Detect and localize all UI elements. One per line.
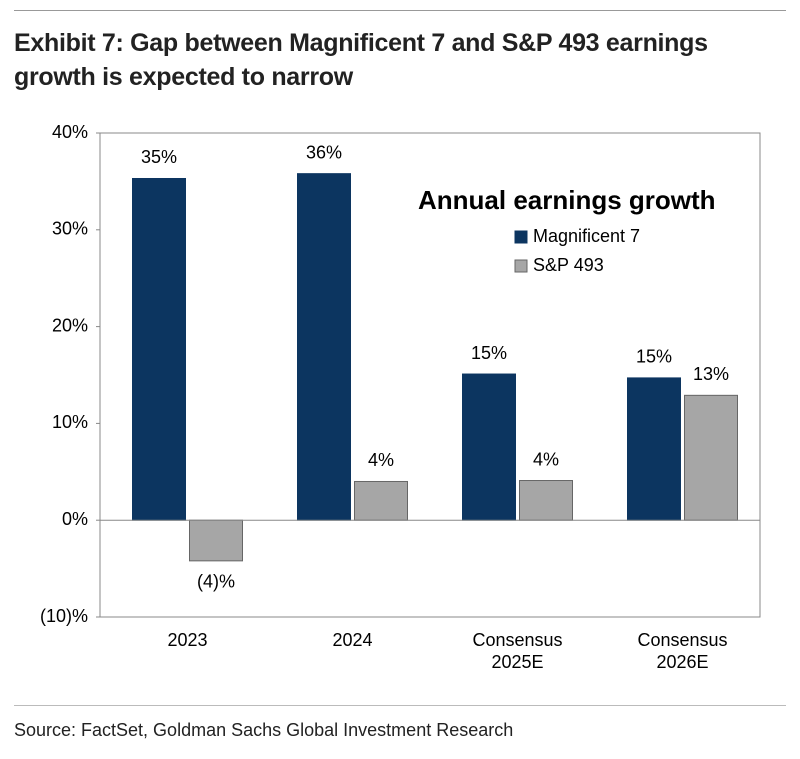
bar <box>684 394 738 521</box>
y-tick-label: (10)% <box>40 606 88 626</box>
bar <box>519 480 573 521</box>
value-label: (4)% <box>197 572 235 592</box>
value-label: 15% <box>471 343 507 363</box>
bar <box>462 373 516 521</box>
top-rule <box>14 10 786 11</box>
x-tick-text: Consensus 2025E <box>472 630 563 672</box>
x-tick-text: 2023 <box>167 630 208 650</box>
value-label: 36% <box>306 142 342 162</box>
bar <box>132 177 186 521</box>
bar <box>354 480 408 521</box>
y-tick-label: 30% <box>52 219 88 239</box>
legend-label: S&P 493 <box>533 255 604 275</box>
chart-title: Exhibit 7: Gap between Magnificent 7 and… <box>14 29 708 91</box>
legend-label: Magnificent 7 <box>533 226 640 246</box>
y-tick-label: 20% <box>52 315 88 335</box>
value-label: 4% <box>533 449 559 469</box>
value-label: 4% <box>368 450 394 470</box>
bar <box>189 519 243 562</box>
x-tick-text: Consensus 2026E <box>637 630 728 672</box>
plot-frame <box>99 132 761 618</box>
value-label: 35% <box>141 147 177 167</box>
y-tick-label: 10% <box>52 412 88 432</box>
x-tick-label: Consensus 2026E <box>623 629 743 673</box>
x-tick-label: Consensus 2025E <box>458 629 578 673</box>
legend-swatch <box>514 230 528 244</box>
x-tick-label: 2024 <box>293 629 413 651</box>
value-label: 13% <box>693 364 729 384</box>
legend-swatch <box>514 259 528 273</box>
x-tick-text: 2024 <box>332 630 373 650</box>
y-tick-label: 0% <box>62 509 88 529</box>
bar <box>297 173 351 521</box>
bottom-rule <box>14 705 786 706</box>
source-note: Source: FactSet, Goldman Sachs Global In… <box>14 720 514 740</box>
x-tick-label: 2023 <box>128 629 248 651</box>
value-label: 15% <box>636 347 672 367</box>
y-tick-label: 40% <box>52 122 88 142</box>
bar <box>627 377 681 521</box>
legend-title: Annual earnings growth <box>418 185 716 215</box>
